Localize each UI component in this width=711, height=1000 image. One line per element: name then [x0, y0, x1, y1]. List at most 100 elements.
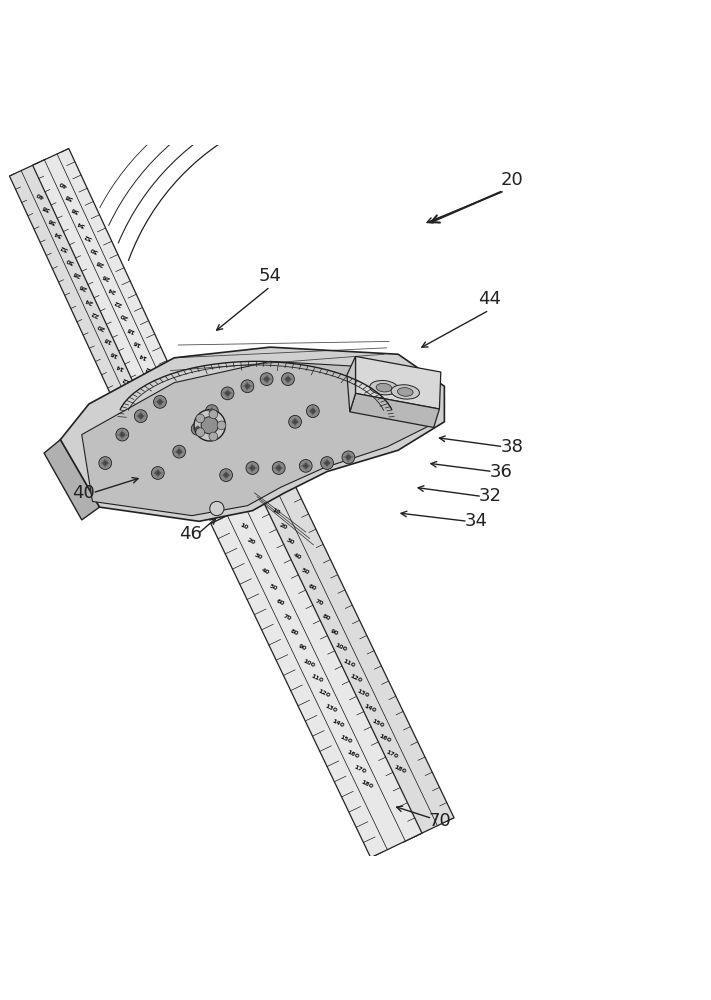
Circle shape [134, 410, 147, 423]
Text: 34: 34 [76, 219, 87, 227]
Circle shape [245, 383, 250, 389]
Circle shape [119, 432, 125, 437]
Circle shape [264, 376, 269, 382]
Text: 16: 16 [132, 338, 141, 347]
Text: 34: 34 [465, 512, 488, 530]
Text: 130: 130 [324, 704, 338, 714]
Circle shape [99, 457, 112, 469]
Text: 14: 14 [138, 352, 148, 360]
Text: 20: 20 [96, 323, 106, 331]
Text: 30: 30 [89, 246, 99, 254]
Text: 14: 14 [114, 362, 124, 371]
Circle shape [194, 410, 225, 441]
Circle shape [191, 423, 204, 435]
Circle shape [282, 373, 294, 386]
Text: 10: 10 [271, 507, 281, 515]
Text: 150: 150 [370, 719, 385, 729]
Text: 120: 120 [316, 688, 331, 699]
Text: 20: 20 [278, 522, 288, 530]
Text: 70: 70 [428, 812, 451, 830]
Text: 28: 28 [95, 259, 105, 267]
Text: 30: 30 [65, 256, 75, 264]
Circle shape [116, 428, 129, 441]
Text: 90: 90 [297, 644, 306, 652]
Circle shape [324, 460, 330, 466]
Ellipse shape [370, 380, 398, 395]
Text: 60: 60 [275, 598, 285, 606]
Circle shape [289, 415, 301, 428]
Circle shape [210, 501, 224, 516]
Polygon shape [242, 484, 454, 842]
Circle shape [306, 405, 319, 418]
Circle shape [220, 469, 232, 482]
Text: 20: 20 [246, 537, 256, 546]
Circle shape [225, 391, 230, 396]
Text: 30: 30 [253, 553, 263, 561]
Text: 32: 32 [82, 232, 92, 241]
Text: 20: 20 [119, 312, 129, 320]
Text: 34: 34 [53, 230, 63, 238]
Circle shape [260, 373, 273, 386]
Text: 50: 50 [268, 583, 278, 591]
Circle shape [154, 395, 166, 408]
Text: 80: 80 [289, 629, 299, 637]
Text: 70: 70 [314, 598, 324, 606]
Text: 22: 22 [113, 299, 123, 307]
Polygon shape [350, 393, 439, 427]
Text: 6: 6 [141, 416, 147, 423]
Circle shape [196, 428, 205, 437]
Text: 38: 38 [501, 438, 523, 456]
Text: 140: 140 [331, 719, 345, 729]
Text: 32: 32 [59, 243, 70, 251]
Text: 70: 70 [282, 613, 292, 622]
Text: 60: 60 [307, 583, 317, 591]
Polygon shape [347, 356, 356, 412]
Polygon shape [82, 361, 434, 516]
Polygon shape [9, 159, 181, 468]
Circle shape [223, 472, 229, 478]
Ellipse shape [397, 388, 413, 396]
Text: 18: 18 [126, 325, 136, 333]
Text: 170: 170 [385, 749, 399, 759]
Polygon shape [356, 356, 441, 409]
Circle shape [346, 454, 351, 460]
Text: 40: 40 [292, 553, 302, 561]
Text: 16: 16 [109, 349, 119, 357]
Text: 26: 26 [101, 272, 111, 280]
Circle shape [221, 387, 234, 400]
Text: 140: 140 [363, 703, 377, 714]
Text: 40: 40 [260, 568, 270, 576]
Circle shape [241, 380, 254, 393]
Text: 2: 2 [154, 443, 159, 449]
Text: 46: 46 [179, 525, 202, 543]
Circle shape [342, 451, 355, 464]
Text: 20: 20 [501, 171, 523, 189]
Circle shape [272, 462, 285, 474]
Text: 22: 22 [90, 309, 100, 318]
Text: 36: 36 [47, 217, 57, 225]
Circle shape [321, 457, 333, 469]
Text: 10: 10 [127, 389, 137, 397]
Text: 36: 36 [490, 463, 513, 481]
Text: 130: 130 [356, 688, 370, 698]
Text: 100: 100 [334, 643, 348, 653]
Text: 40: 40 [35, 190, 45, 198]
Text: 10: 10 [239, 522, 249, 531]
Circle shape [217, 421, 226, 430]
Text: 80: 80 [321, 613, 331, 622]
Circle shape [151, 467, 164, 479]
Polygon shape [210, 499, 422, 858]
Text: 10: 10 [150, 378, 160, 386]
Circle shape [173, 445, 186, 458]
Text: 24: 24 [84, 296, 94, 304]
Text: 90: 90 [329, 628, 339, 637]
Text: 100: 100 [302, 658, 316, 668]
Text: 40: 40 [73, 484, 95, 502]
Text: 12: 12 [144, 365, 154, 373]
Circle shape [292, 419, 298, 425]
Polygon shape [60, 347, 444, 521]
Text: 110: 110 [309, 673, 324, 683]
Circle shape [285, 376, 291, 382]
Polygon shape [44, 440, 100, 520]
Text: 6: 6 [164, 405, 171, 412]
